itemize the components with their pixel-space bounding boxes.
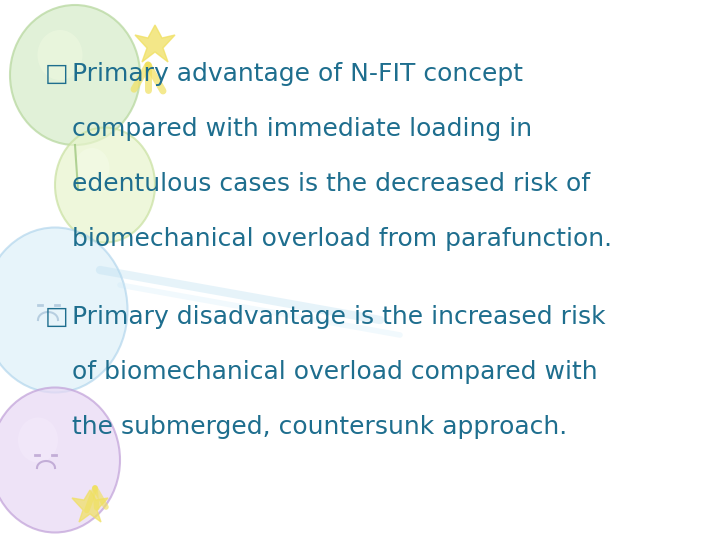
Text: the submerged, countersunk approach.: the submerged, countersunk approach. xyxy=(72,415,567,439)
Polygon shape xyxy=(72,490,108,522)
Polygon shape xyxy=(135,25,175,62)
Text: of biomechanical overload compared with: of biomechanical overload compared with xyxy=(72,360,598,384)
Ellipse shape xyxy=(10,5,140,145)
Text: Primary disadvantage is the increased risk: Primary disadvantage is the increased ri… xyxy=(72,305,606,329)
Text: biomechanical overload from parafunction.: biomechanical overload from parafunction… xyxy=(72,227,612,251)
Text: edentulous cases is the decreased risk of: edentulous cases is the decreased risk o… xyxy=(72,172,590,196)
Ellipse shape xyxy=(37,30,83,80)
Ellipse shape xyxy=(0,388,120,532)
Text: compared with immediate loading in: compared with immediate loading in xyxy=(72,117,532,141)
Text: Primary advantage of N-FIT concept: Primary advantage of N-FIT concept xyxy=(72,62,523,86)
Ellipse shape xyxy=(0,227,127,393)
Ellipse shape xyxy=(74,148,109,188)
Text: □: □ xyxy=(45,62,68,86)
Ellipse shape xyxy=(18,417,58,462)
Ellipse shape xyxy=(55,127,155,242)
Text: □: □ xyxy=(45,305,68,329)
